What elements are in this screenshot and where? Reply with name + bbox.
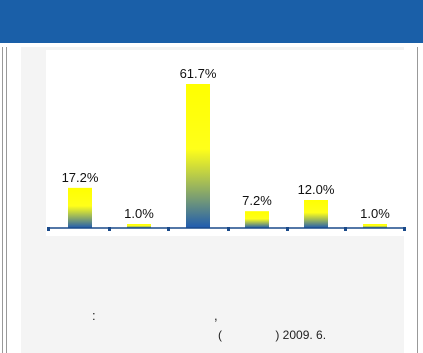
x-tick-6 [344, 227, 347, 231]
x-tick-1 [47, 227, 50, 231]
data-label-3: 61.7% [180, 66, 217, 81]
left-border-outer [2, 47, 3, 353]
plot-area [46, 50, 406, 236]
data-label-4: 7.2% [242, 193, 272, 208]
bar-2 [127, 224, 151, 228]
data-label-5: 12.0% [298, 182, 335, 197]
source-colon: : [92, 308, 96, 323]
x-tick-7 [403, 227, 406, 231]
data-label-2: 1.0% [124, 206, 154, 221]
data-label-1: 17.2% [62, 170, 99, 185]
x-tick-2 [108, 227, 111, 231]
data-label-6: 1.0% [360, 206, 390, 221]
x-tick-3 [167, 227, 170, 231]
x-tick-5 [286, 227, 289, 231]
bar-4 [245, 211, 269, 228]
right-border [417, 47, 418, 353]
x-tick-4 [227, 227, 230, 231]
bar-5 [304, 199, 328, 228]
bar-1 [68, 187, 92, 228]
title-bar [0, 0, 423, 43]
bar-6 [363, 224, 387, 228]
left-border-inner [6, 47, 7, 353]
source-date-line: ( ) 2009. 6. [218, 328, 327, 342]
source-comma: , [214, 308, 218, 323]
bar-3 [186, 84, 210, 228]
